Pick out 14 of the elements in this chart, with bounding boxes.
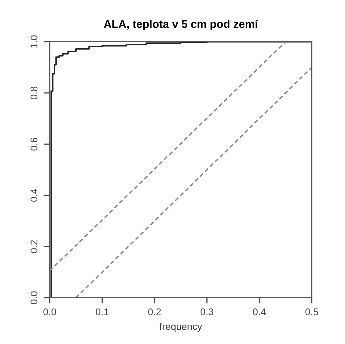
chart-title: ALA, teplota v 5 cm pod zemí	[104, 20, 258, 30]
x-tick-label: 0.0	[44, 308, 56, 316]
x-tick-label: 0.1	[96, 308, 109, 316]
x-tick-label: 0.5	[306, 308, 318, 316]
x-tick-label: 0.2	[148, 308, 162, 316]
y-tick-label: 0.6	[30, 138, 38, 151]
y-tick-label: 1.0	[30, 36, 38, 48]
y-tick-label: 0.4	[30, 189, 38, 202]
x-tick-label: 0.3	[200, 308, 214, 316]
y-tick-label: 0.8	[30, 86, 38, 100]
y-tick-label: 0.0	[30, 292, 38, 304]
y-tick-label: 0.2	[30, 240, 38, 254]
x-tick-label: 0.4	[253, 308, 266, 316]
x-axis-title: frequency	[160, 323, 202, 332]
